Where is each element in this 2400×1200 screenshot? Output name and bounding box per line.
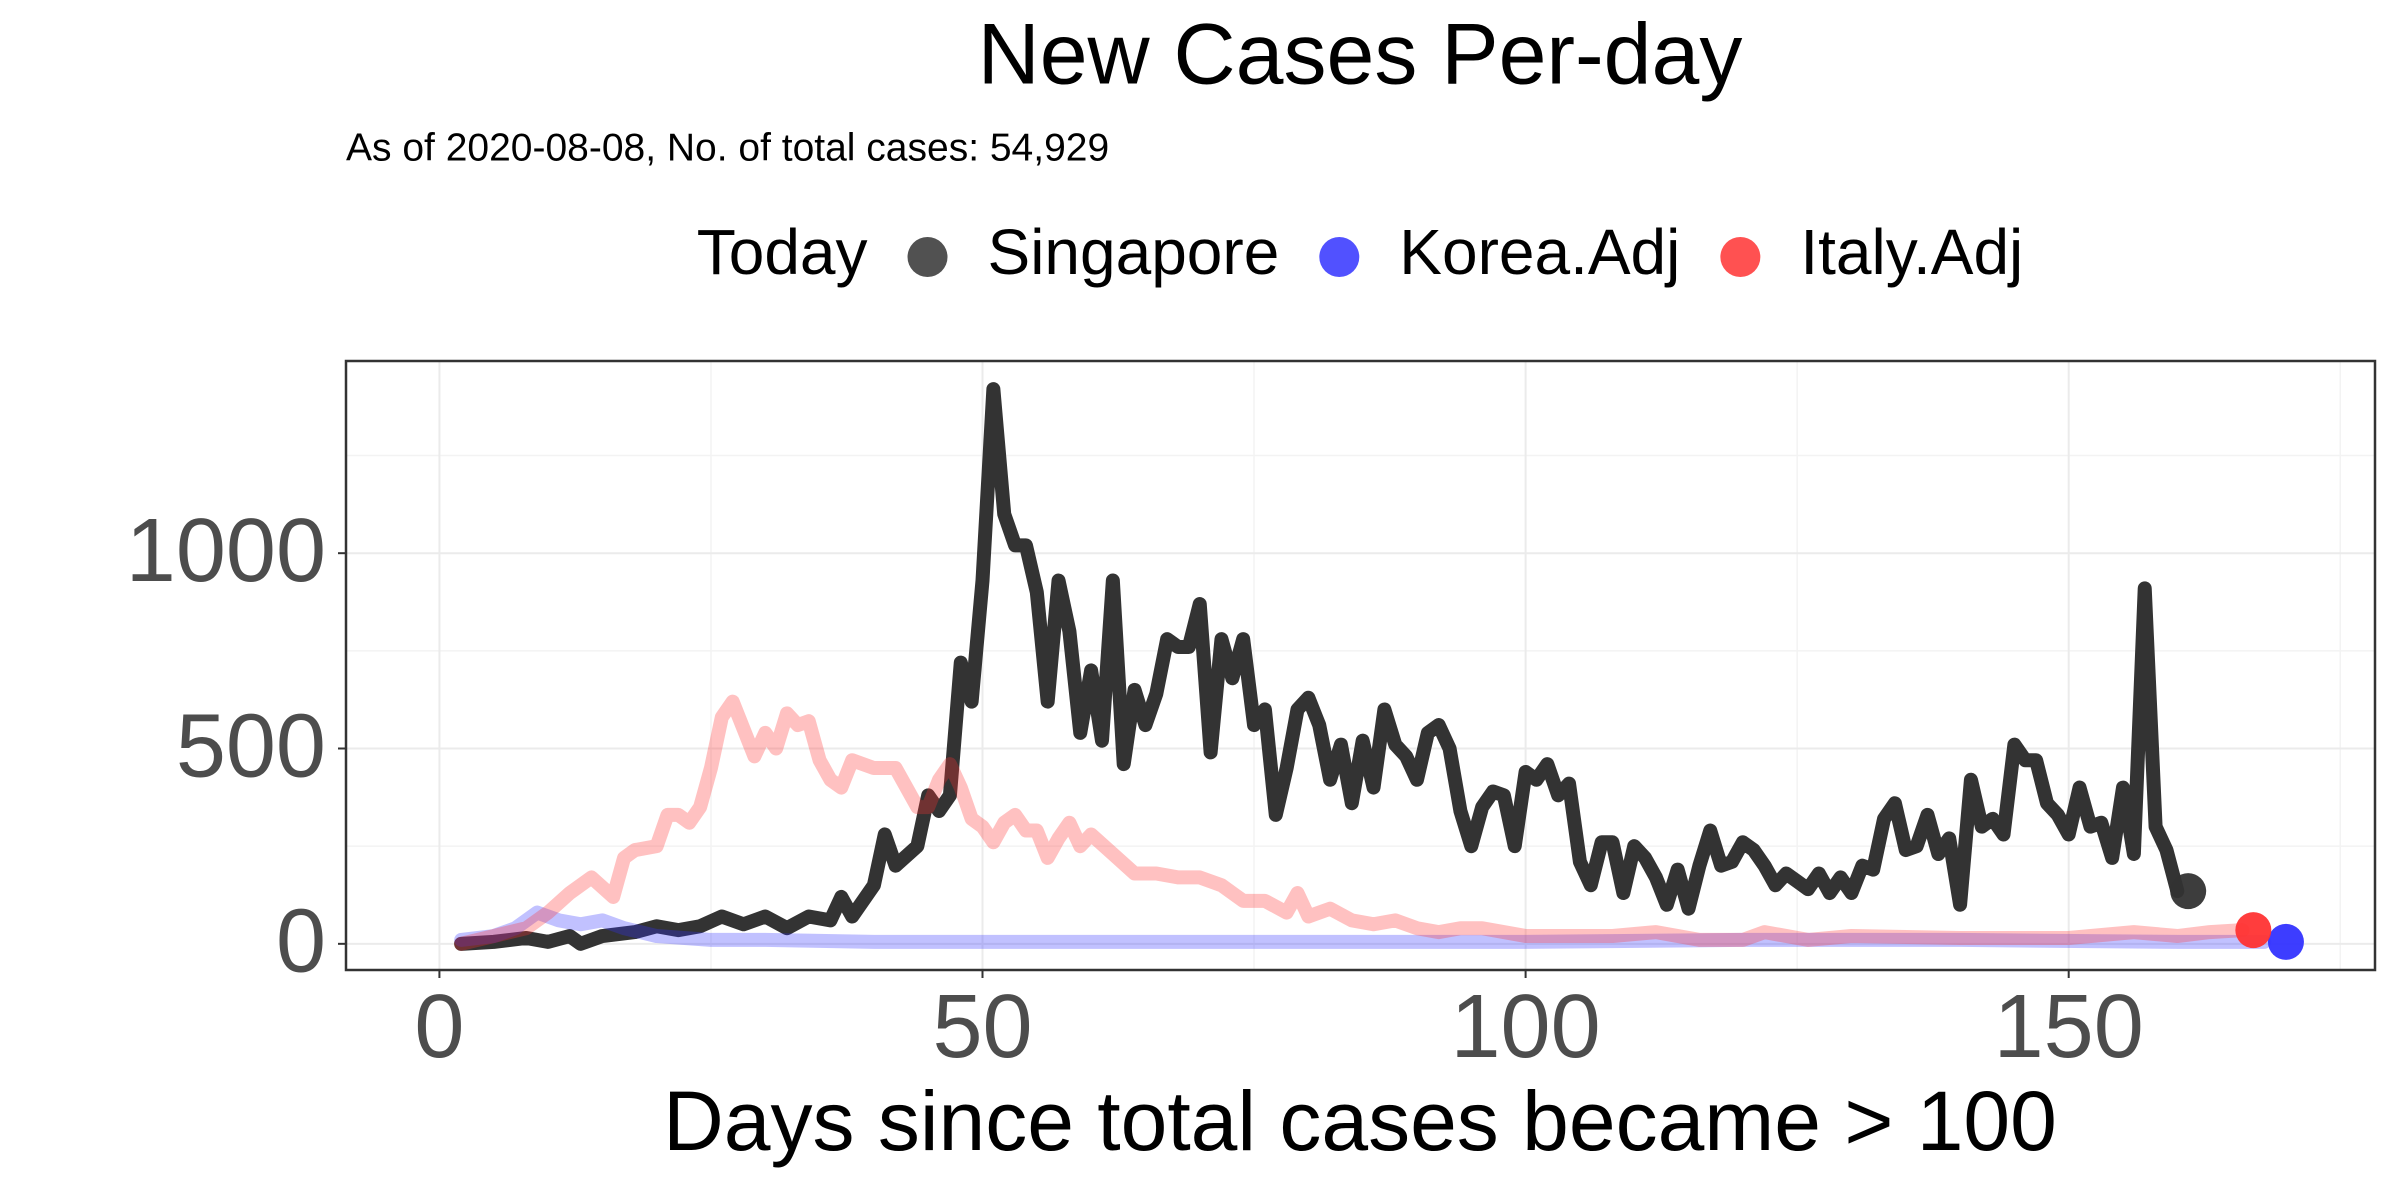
legend-label: Singapore	[988, 216, 1280, 288]
legend: Today Singapore Korea.Adj Italy.Adj	[697, 216, 2024, 288]
x-tick-label: 50	[932, 977, 1032, 1077]
y-tick-label: 500	[176, 696, 326, 796]
x-tick-label: 100	[1451, 977, 1601, 1077]
x-tick-label: 0	[414, 977, 464, 1077]
legend-label: Korea.Adj	[1399, 216, 1680, 288]
today-point	[2235, 912, 2272, 949]
legend-marker	[1319, 237, 1360, 277]
x-axis-title: Days since total cases became > 100	[663, 1074, 2057, 1168]
legend-label: Italy.Adj	[1800, 216, 2023, 288]
series-line	[454, 382, 2185, 951]
x-tick-label: 150	[1994, 977, 2144, 1077]
series-line	[454, 905, 2272, 949]
series-line	[454, 694, 2250, 951]
chart-title: New Cases Per-day	[978, 7, 1743, 103]
today-point	[2170, 873, 2207, 910]
legend-title: Today	[697, 216, 868, 288]
y-tick-label: 1000	[126, 501, 326, 601]
chart-subtitle: As of 2020-08-08, No. of total cases: 54…	[346, 126, 1109, 169]
today-point	[2267, 923, 2304, 960]
legend-marker	[907, 237, 948, 277]
plot-border	[344, 359, 2377, 972]
y-tick-label: 0	[276, 892, 326, 992]
legend-marker	[1720, 237, 1761, 277]
